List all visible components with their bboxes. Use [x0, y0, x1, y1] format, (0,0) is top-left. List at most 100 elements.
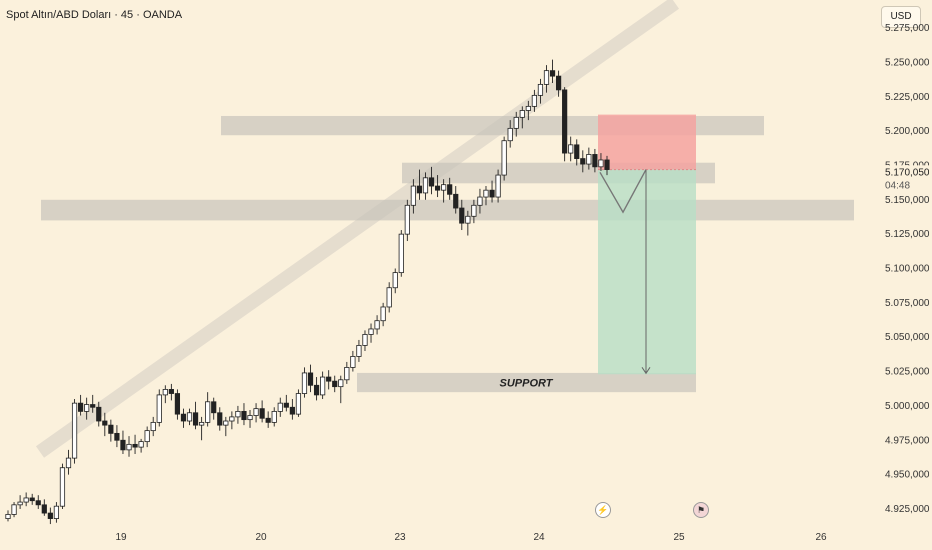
- candle-body: [586, 154, 592, 165]
- candle: [265, 411, 271, 428]
- candle-body: [356, 345, 362, 357]
- price-tick: 5.250,000: [885, 57, 930, 68]
- candle-body: [368, 328, 374, 335]
- candle-body: [471, 204, 477, 217]
- price-tick: 5.075,000: [885, 298, 930, 309]
- candle: [289, 399, 295, 420]
- candle: [283, 394, 289, 412]
- candle-body: [422, 177, 429, 194]
- candle: [120, 430, 126, 454]
- candle: [271, 407, 277, 427]
- candle: [501, 136, 507, 181]
- candle-body: [410, 185, 416, 206]
- candle: [592, 148, 598, 173]
- candle-body: [289, 406, 295, 415]
- candle-body: [235, 410, 241, 418]
- candle-body: [41, 504, 47, 514]
- candle: [489, 180, 495, 203]
- candle: [398, 230, 404, 277]
- candle-body: [247, 415, 253, 421]
- candle-body: [5, 514, 11, 519]
- candle-body: [199, 421, 205, 426]
- candle: [543, 65, 550, 93]
- candle-body: [580, 158, 586, 165]
- candle-body: [217, 412, 223, 426]
- candle-body: [313, 384, 320, 396]
- candle: [126, 436, 132, 457]
- candle-body: [138, 441, 144, 448]
- candle: [531, 89, 537, 112]
- time-tick: 26: [815, 532, 827, 543]
- candle-body: [374, 320, 380, 330]
- time-tick: 19: [115, 532, 127, 543]
- lightning-icon[interactable]: ⚡: [595, 502, 611, 518]
- candle: [386, 282, 392, 313]
- candle: [78, 394, 84, 416]
- candle: [332, 375, 338, 393]
- current-price: 5.170,050: [885, 167, 930, 178]
- price-tick: 4.950,000: [885, 470, 930, 481]
- candle-body: [598, 159, 604, 168]
- candle: [102, 412, 108, 437]
- candle: [114, 425, 120, 448]
- candle-body: [301, 372, 308, 394]
- candle-body: [144, 430, 150, 443]
- candle: [211, 397, 217, 420]
- candle: [108, 419, 114, 442]
- candles-layer: [5, 59, 610, 525]
- price-tick: 4.925,000: [885, 504, 930, 515]
- candle: [84, 397, 90, 420]
- candle-body: [519, 110, 525, 118]
- candle: [229, 411, 235, 430]
- candle: [174, 389, 181, 420]
- candle: [549, 59, 556, 84]
- candle-body: [459, 207, 465, 224]
- candle-body: [23, 497, 29, 503]
- candle-body: [150, 421, 156, 432]
- candle: [162, 385, 168, 404]
- candle: [205, 392, 211, 427]
- candle: [295, 389, 302, 417]
- candle: [574, 139, 580, 166]
- candle: [17, 495, 23, 509]
- candle-body: [120, 439, 126, 451]
- candle-body: [386, 287, 392, 308]
- candle-body: [362, 334, 368, 346]
- price-axis: 5.275,000 5.250,000 5.225,000 5.200,000 5.15…: [881, 23, 932, 515]
- candle-body: [453, 193, 459, 209]
- candle: [519, 106, 525, 129]
- candle: [65, 449, 72, 475]
- candle: [307, 364, 314, 393]
- candle-body: [180, 413, 187, 422]
- candle-body: [132, 443, 138, 448]
- price-tick: 5.125,000: [885, 229, 930, 240]
- support-zone: [357, 372, 696, 393]
- candle-body: [78, 402, 84, 412]
- candle: [441, 179, 447, 203]
- candle: [253, 403, 259, 423]
- candle: [392, 268, 398, 294]
- candle-body: [380, 306, 386, 322]
- candle: [241, 403, 247, 426]
- candle: [41, 499, 47, 516]
- us-flag-icon[interactable]: ⚑: [693, 502, 709, 518]
- candle: [344, 361, 350, 384]
- candle: [495, 169, 501, 203]
- candle: [168, 383, 174, 401]
- candle-body: [513, 116, 519, 129]
- stop-loss-zone: [598, 114, 696, 170]
- candle-body: [271, 410, 277, 423]
- currency-selector[interactable]: USD: [881, 6, 921, 28]
- candle-body: [205, 401, 211, 423]
- candle-body: [392, 272, 398, 289]
- candle: [525, 100, 531, 121]
- candle: [513, 111, 519, 137]
- candle: [192, 401, 199, 430]
- candle-body: [241, 410, 247, 421]
- candle: [138, 438, 144, 453]
- candle: [410, 179, 416, 214]
- candle-body: [404, 204, 410, 235]
- price-tick: 5.100,000: [885, 264, 930, 275]
- candle: [477, 188, 483, 214]
